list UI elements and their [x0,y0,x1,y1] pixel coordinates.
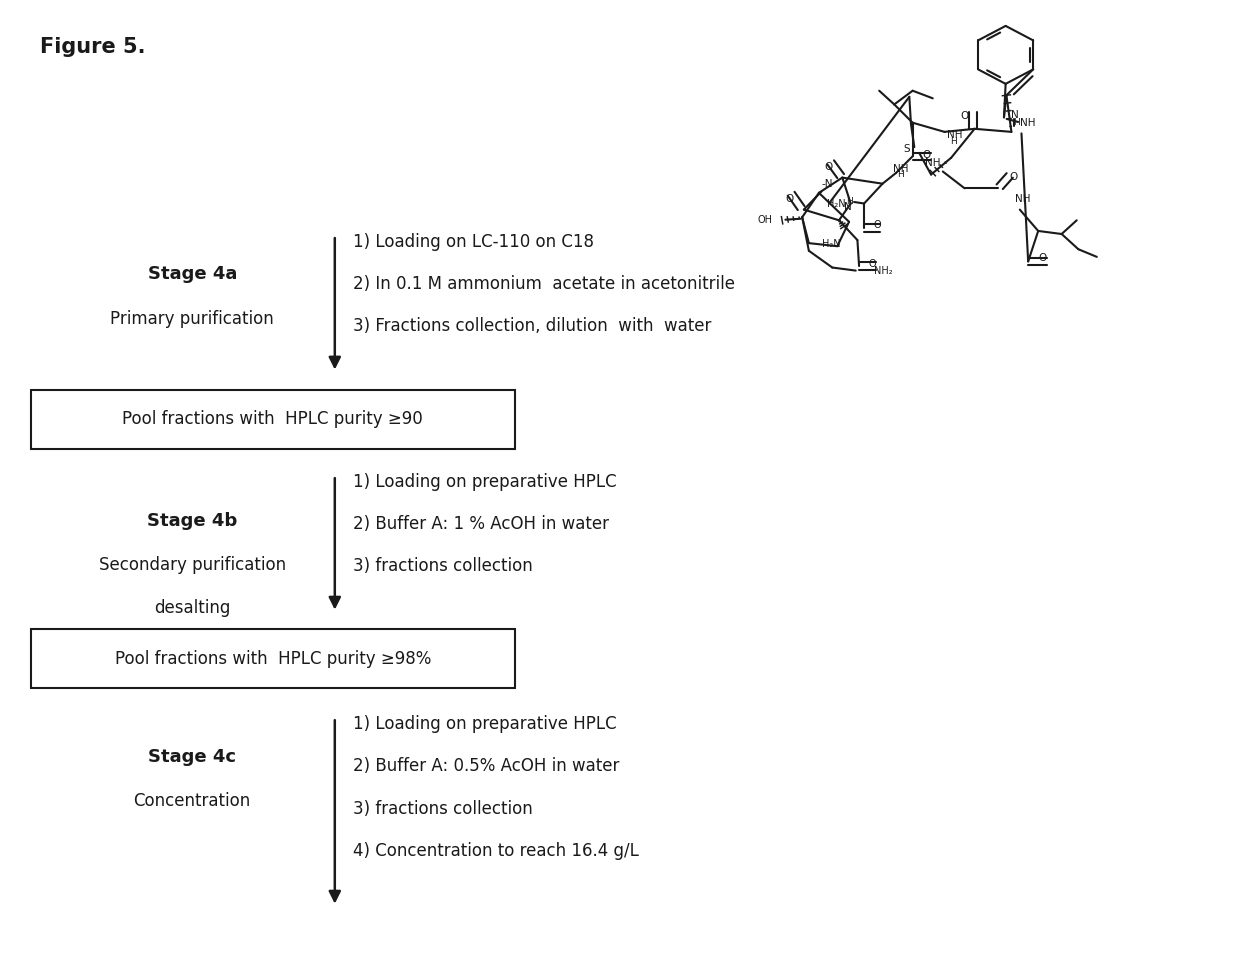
Text: O: O [873,220,880,230]
Text: NH: NH [947,130,962,140]
Text: 1) Loading on preparative HPLC: 1) Loading on preparative HPLC [353,473,618,491]
Text: H: H [846,198,852,207]
Text: O: O [961,111,968,121]
Text: 2) Buffer A: 1 % AcOH in water: 2) Buffer A: 1 % AcOH in water [353,515,609,533]
Bar [31,390,515,449]
Text: N: N [844,203,852,213]
Text: O: O [923,150,931,160]
Text: H: H [898,171,904,179]
Text: 2) In 0.1 M ammonium  acetate in acetonitrile: 2) In 0.1 M ammonium acetate in acetonit… [353,275,735,293]
Text: Figure 5.: Figure 5. [40,37,145,57]
Text: O: O [786,194,794,204]
Text: NH₂: NH₂ [874,266,893,275]
Text: NH: NH [893,164,909,174]
Text: Stage 4c: Stage 4c [149,748,236,765]
Text: O: O [869,260,877,270]
Text: 2) Buffer A: 0.5% AcOH in water: 2) Buffer A: 0.5% AcOH in water [353,758,620,775]
Text: Stage 4b: Stage 4b [148,513,237,530]
Text: Pool fractions with  HPLC purity ≥98%: Pool fractions with HPLC purity ≥98% [114,650,432,667]
Text: H₂N: H₂N [827,199,846,209]
Text: H: H [1013,119,1019,127]
Text: O: O [1038,254,1047,264]
Text: H: H [951,137,957,146]
Text: Secondary purification: Secondary purification [99,557,285,574]
Text: desalting: desalting [154,599,231,616]
Text: O: O [1009,172,1017,181]
Text: Pool fractions with  HPLC purity ≥90: Pool fractions with HPLC purity ≥90 [123,411,423,428]
Text: NH: NH [1019,119,1035,128]
Text: O: O [825,162,832,172]
Text: NH: NH [1016,194,1030,204]
Text: S: S [903,144,910,154]
Text: Primary purification: Primary purification [110,310,274,327]
Text: 3) fractions collection: 3) fractions collection [353,558,533,575]
Text: H₂N: H₂N [822,239,841,249]
Text: NH: NH [925,158,940,168]
Text: 3) fractions collection: 3) fractions collection [353,800,533,817]
Text: N: N [1011,110,1018,121]
Text: OH: OH [758,216,773,225]
Bar [31,629,515,688]
Text: 1) Loading on LC-110 on C18: 1) Loading on LC-110 on C18 [353,233,594,251]
Text: Concentration: Concentration [134,792,250,809]
Text: 3) Fractions collection, dilution  with  water: 3) Fractions collection, dilution with w… [353,318,712,335]
Text: Stage 4a: Stage 4a [148,266,237,283]
Text: -N: -N [822,179,833,189]
Text: 1) Loading on preparative HPLC: 1) Loading on preparative HPLC [353,715,618,733]
Text: 4) Concentration to reach 16.4 g/L: 4) Concentration to reach 16.4 g/L [353,842,640,859]
